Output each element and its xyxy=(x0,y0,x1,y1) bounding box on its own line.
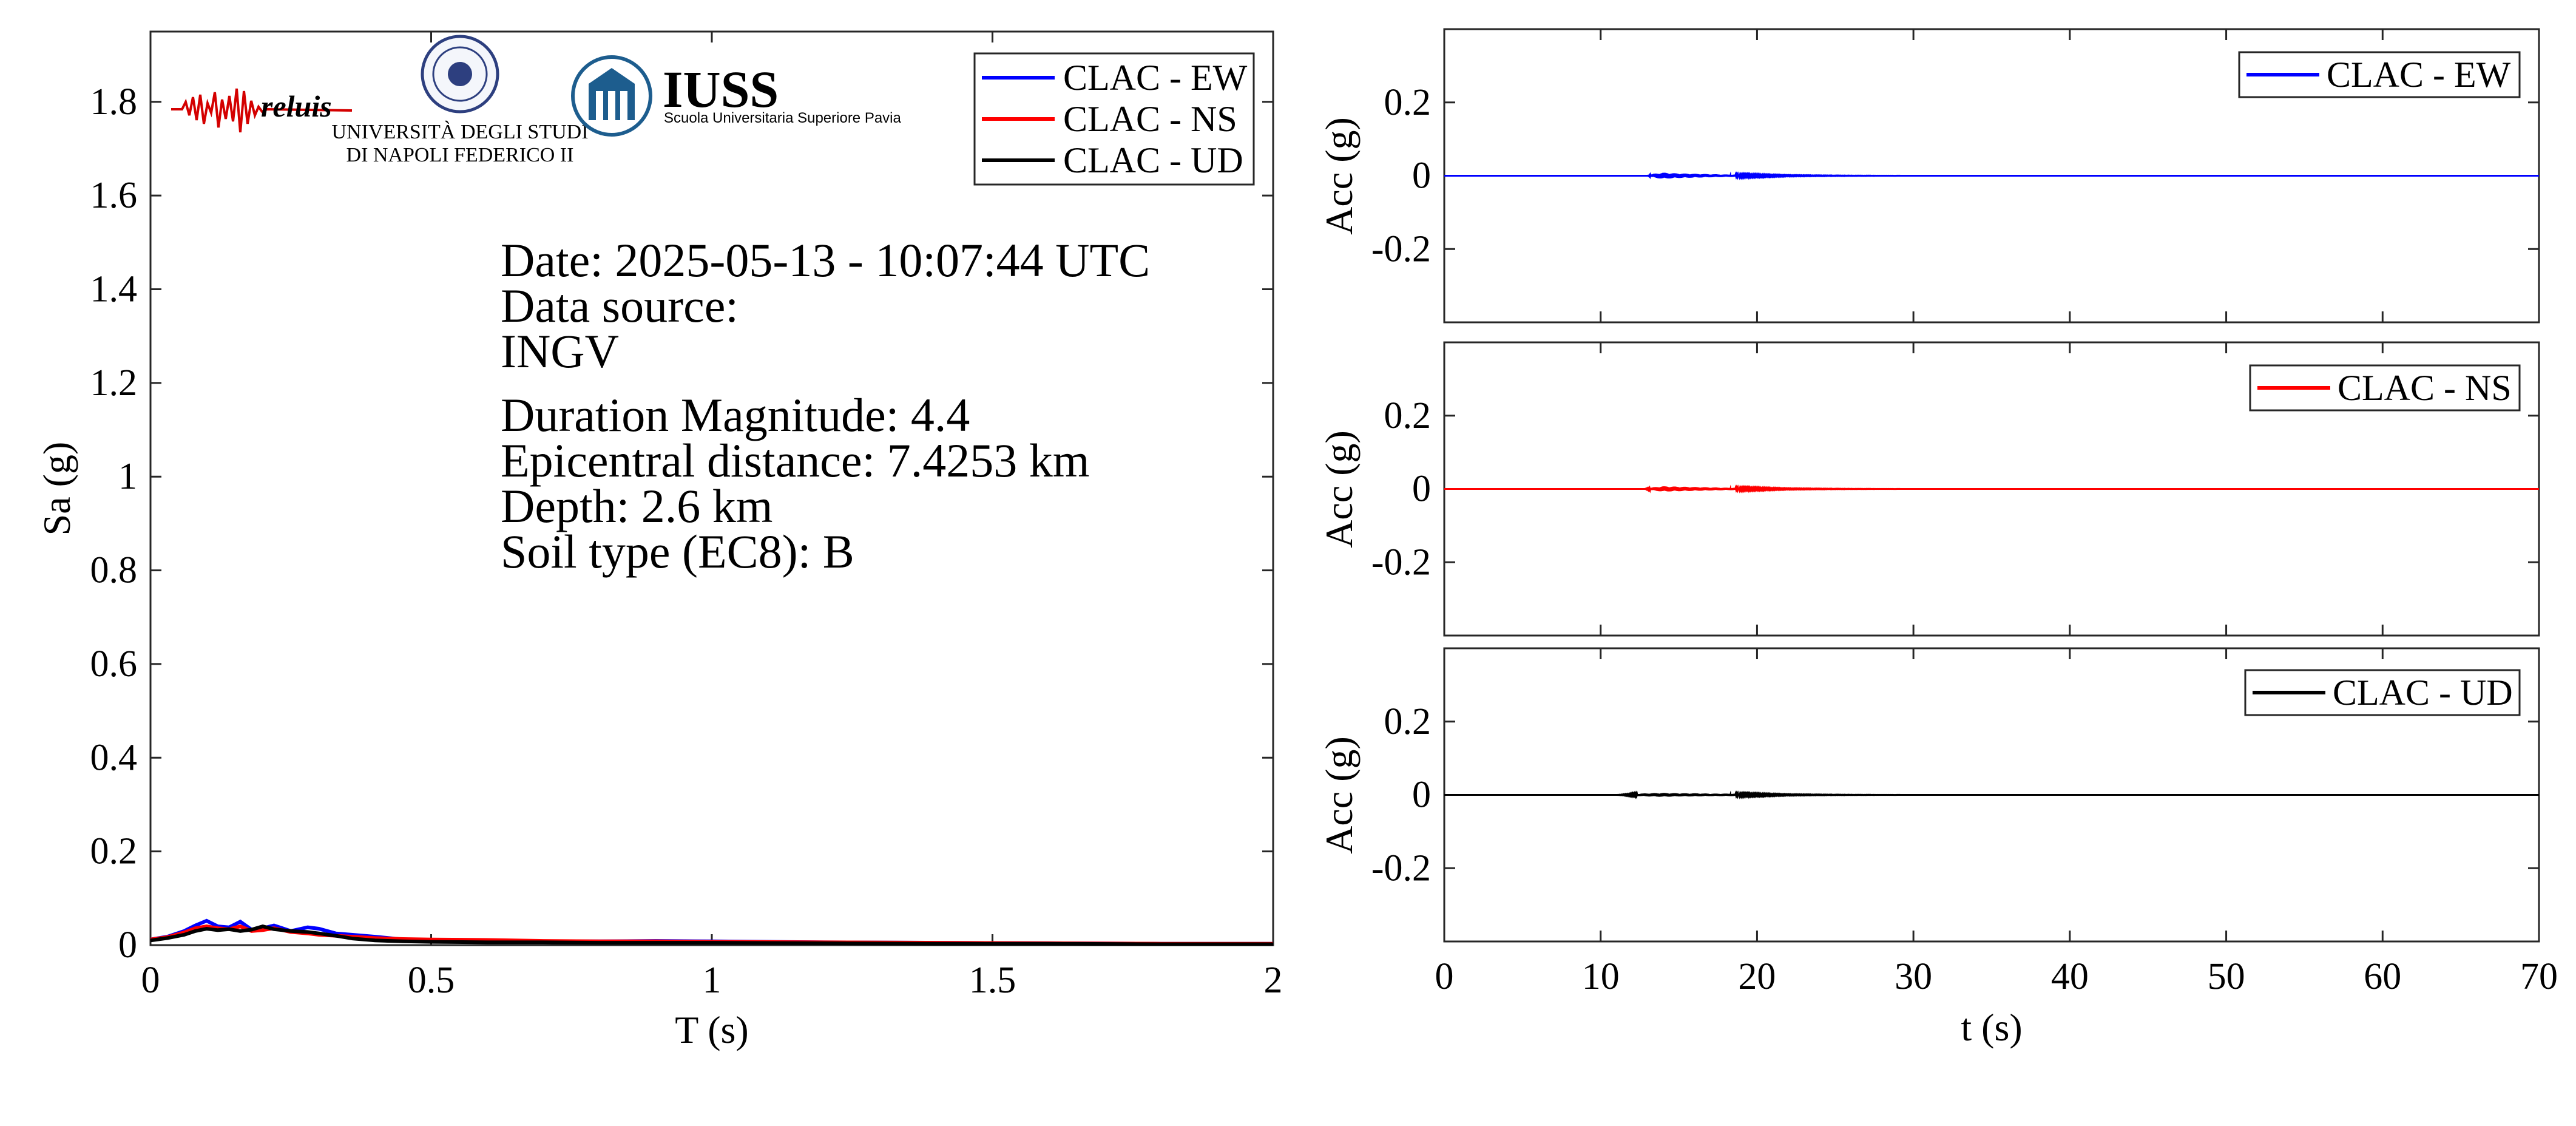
accelerogram-ew-chart: -0.2 0 0.2 Acc (g) CLAC - EW xyxy=(1317,28,2540,324)
acc-ew-y-tick-labels: -0.2 0 0.2 xyxy=(1371,82,1431,270)
y-tick-label: 1.6 xyxy=(90,175,138,216)
y-tick-label: 0.6 xyxy=(90,643,138,685)
x-tick-label: 50 xyxy=(2208,956,2245,997)
acc-ns-legend-label: CLAC - NS xyxy=(2338,368,2512,408)
y-tick-label: 0.2 xyxy=(90,831,138,872)
acc-ud-legend-box xyxy=(2244,669,2521,716)
legend-ns-label: CLAC - NS xyxy=(1063,99,1237,139)
unina-logo: UNIVERSITÀ DEGLI STUDI DI NAPOLI FEDERIC… xyxy=(331,35,589,166)
y-tick-label: -0.2 xyxy=(1371,541,1431,583)
acc-ud-legend: CLAC - UD xyxy=(2244,669,2521,716)
y-tick-label: -0.2 xyxy=(1371,228,1431,270)
x-tick-label: 1 xyxy=(703,960,722,1001)
series-line-clac-ew xyxy=(1444,171,2539,180)
acc-ew-trace xyxy=(1444,171,2539,180)
reluis-logo-text: reluis xyxy=(261,89,332,123)
y-tick-label: 0 xyxy=(1412,469,1431,510)
acc-ud-legend-label: CLAC - UD xyxy=(2333,673,2513,713)
y-tick-label: 0 xyxy=(1412,775,1431,816)
acc-ns-legend: CLAC - NS xyxy=(2249,364,2521,412)
event-date: Date: 2025-05-13 - 10:07:44 UTC xyxy=(501,234,1150,287)
y-tick-label: 1.4 xyxy=(90,268,138,310)
iuss-logo-title: IUSS xyxy=(663,60,779,118)
iuss-logo: IUSS Scuola Universitaria Superiore Pavi… xyxy=(571,55,902,137)
event-info-block: Date: 2025-05-13 - 10:07:44 UTC Data sou… xyxy=(501,234,1150,578)
duration-magnitude: Duration Magnitude: 4.4 xyxy=(501,388,970,441)
series-line-clac-ud xyxy=(1444,790,2539,799)
reluis-waveform-icon xyxy=(171,88,353,133)
acc-ns-trace xyxy=(1444,484,2539,493)
y-tick-label: 0 xyxy=(118,924,137,966)
y-tick-label: 0.2 xyxy=(1384,395,1432,436)
reluis-logo: reluis xyxy=(171,88,353,133)
x-tick-label: 10 xyxy=(1582,956,1620,997)
y-tick-label: 0.4 xyxy=(90,737,138,778)
x-tick-label: 0 xyxy=(141,960,160,1001)
x-tick-label: 0.5 xyxy=(408,960,455,1001)
legend-ud-label: CLAC - UD xyxy=(1063,140,1243,180)
y-tick-label: 1.8 xyxy=(90,81,138,123)
acc-ud-y-tick-labels: -0.2 0 0.2 xyxy=(1371,701,1431,889)
y-tick-label: 1 xyxy=(118,456,137,497)
unina-logo-line1: UNIVERSITÀ DEGLI STUDI xyxy=(331,121,588,143)
acc-ew-legend: CLAC - EW xyxy=(2238,51,2521,98)
acc-ud-y-axis-label: Acc (g) xyxy=(1317,736,1361,854)
response-spectrum-chart: 0 0.5 1 1.5 2 0 0.2 0.4 0.6 0.8 1 1.2 1.4 1.6 1.8 T (… xyxy=(35,30,1283,1051)
acc-ns-y-tick-labels: -0.2 0 0.2 xyxy=(1371,395,1431,583)
acc-ns-y-axis-label: Acc (g) xyxy=(1317,430,1361,548)
legend-ew-label: CLAC - EW xyxy=(1063,58,1248,98)
spectrum-legend: CLAC - EW CLAC - NS CLAC - UD xyxy=(973,52,1255,186)
unina-logo-line2: DI NAPOLI FEDERICO II xyxy=(347,144,574,166)
x-tick-label: 40 xyxy=(2051,956,2089,997)
x-tick-label: 2 xyxy=(1264,960,1283,1001)
accelerogram-ns-chart: -0.2 0 0.2 Acc (g) CLAC - NS xyxy=(1317,341,2540,637)
iuss-logo-subtitle: Scuola Universitaria Superiore Pavia xyxy=(664,110,902,126)
y-tick-label: 0.2 xyxy=(1384,701,1432,742)
accelerogram-ud-chart: -0.2 0 0.2 0 10 20 30 40 50 60 70 Acc (g) t (s) C… xyxy=(1317,647,2558,1049)
y-tick-label: 1.2 xyxy=(90,362,138,404)
epicentral-distance: Epicentral distance: 7.4253 km xyxy=(501,434,1089,487)
data-source-value: INGV xyxy=(501,325,619,378)
acc-ud-x-axis-label: t (s) xyxy=(1961,1006,2022,1049)
spectrum-y-tick-labels: 0 0.2 0.4 0.6 0.8 1 1.2 1.4 1.6 1.8 xyxy=(90,81,138,966)
y-tick-label: 0.2 xyxy=(1384,82,1432,123)
series-line-clac-ns xyxy=(1444,484,2539,493)
soil-type: Soil type (EC8): B xyxy=(501,525,854,578)
acc-ud-x-tick-labels: 0 10 20 30 40 50 60 70 xyxy=(1435,956,2558,997)
x-tick-label: 60 xyxy=(2364,956,2401,997)
y-tick-label: 0 xyxy=(1412,155,1431,197)
depth: Depth: 2.6 km xyxy=(501,480,772,532)
acc-ew-legend-label: CLAC - EW xyxy=(2327,55,2511,95)
series-line-clac-ud xyxy=(150,924,1273,946)
x-tick-label: 70 xyxy=(2520,956,2558,997)
y-tick-label: 0.8 xyxy=(90,550,138,591)
data-source-label: Data source: xyxy=(501,279,739,332)
x-tick-label: 20 xyxy=(1738,956,1776,997)
x-tick-label: 1.5 xyxy=(969,960,1016,1001)
spectrum-x-axis-label: T (s) xyxy=(675,1008,748,1051)
x-tick-label: 30 xyxy=(1895,956,1932,997)
spectrum-series-lines xyxy=(150,918,1273,946)
acc-ns-ticks xyxy=(1443,342,2540,636)
acc-ud-trace xyxy=(1444,790,2539,799)
x-tick-label: 0 xyxy=(1435,956,1454,997)
acc-ew-y-axis-label: Acc (g) xyxy=(1317,117,1361,235)
spectrum-x-tick-labels: 0 0.5 1 1.5 2 xyxy=(141,960,1283,1001)
spectrum-y-axis-label: Sa (g) xyxy=(35,442,78,536)
y-tick-label: -0.2 xyxy=(1371,847,1431,889)
